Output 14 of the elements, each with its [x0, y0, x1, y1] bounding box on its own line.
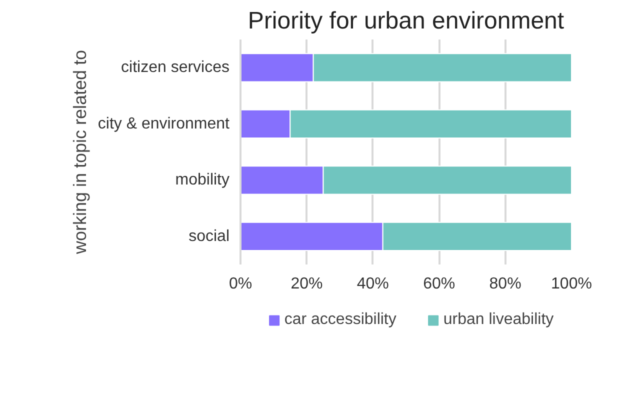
x-tick-label: 100%: [551, 276, 592, 292]
y-axis-title: working in topic related to: [70, 50, 90, 256]
y-tick-label: mobility: [175, 172, 230, 189]
chart-title: Priority for urban environment: [248, 8, 564, 34]
x-tick-label: 80%: [489, 276, 522, 292]
y-tick-label: social: [188, 228, 230, 245]
x-tick-label: 20%: [290, 276, 323, 292]
legend-label: car accessibility: [284, 311, 396, 329]
legend-label: urban liveability: [443, 311, 554, 329]
y-tick-label: citizen services: [121, 59, 230, 76]
y-tick-label: city & environment: [98, 115, 230, 132]
x-tick-label: 0%: [228, 276, 252, 292]
x-tick-label: 40%: [356, 276, 389, 292]
x-tick-label: 60%: [423, 276, 456, 292]
